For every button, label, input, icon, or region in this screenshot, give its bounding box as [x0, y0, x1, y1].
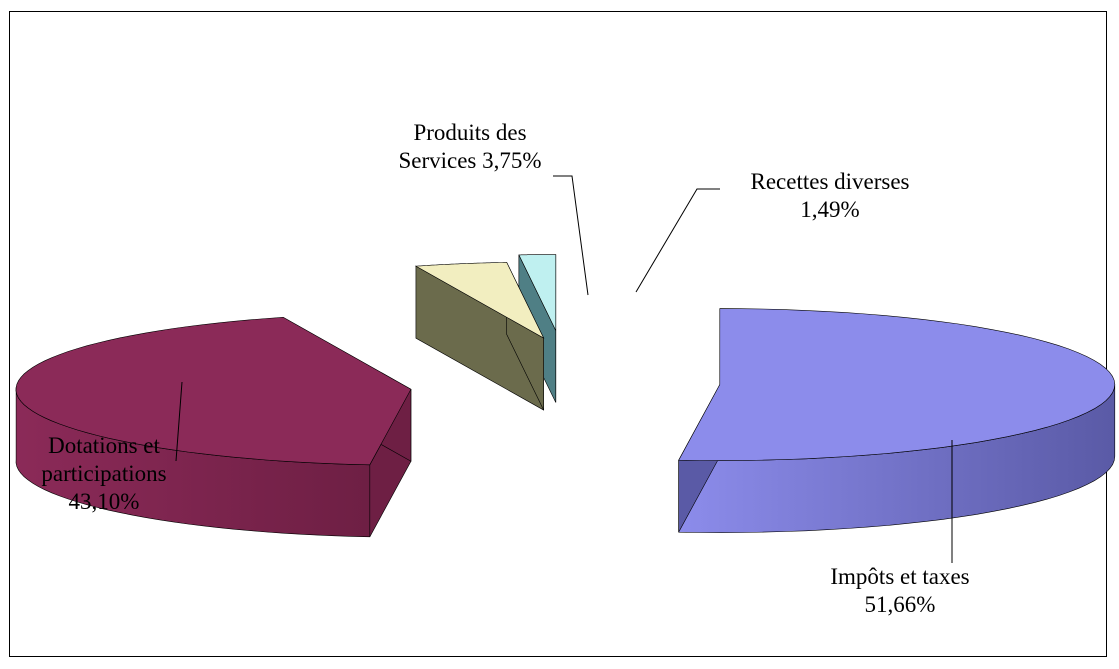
pie-top-2	[414, 262, 545, 339]
label-dotations-value: 43,10%	[68, 489, 140, 514]
label-impots-name: Impôts et taxes	[830, 564, 970, 589]
label-impots-value: 51,66%	[864, 592, 936, 617]
label-dotations-name-1: Dotations et	[48, 433, 160, 458]
pie-slice-0	[678, 308, 1116, 533]
label-recettes-name: Recettes diverses	[750, 169, 910, 194]
leader-line-3	[635, 188, 720, 293]
pie-slice-1	[15, 316, 412, 538]
label-produits-name-2: Services 3,75%	[398, 148, 542, 173]
label-recettes: Recettes diverses 1,49%	[715, 168, 945, 224]
leader-line-1	[175, 381, 183, 462]
label-dotations: Dotations et participations 43,10%	[9, 432, 199, 516]
label-produits: Produits des Services 3,75%	[370, 119, 570, 175]
label-recettes-value: 1,49%	[800, 197, 860, 222]
pie-top-1	[15, 316, 412, 466]
leader-line-2	[553, 175, 589, 296]
label-dotations-name-2: participations	[41, 461, 167, 486]
label-produits-name-1: Produits des	[413, 120, 527, 145]
pie-top-3	[518, 254, 557, 331]
label-impots: Impôts et taxes 51,66%	[800, 563, 1000, 619]
pie-slice-2	[414, 262, 545, 411]
pie-top-0	[678, 308, 1116, 461]
